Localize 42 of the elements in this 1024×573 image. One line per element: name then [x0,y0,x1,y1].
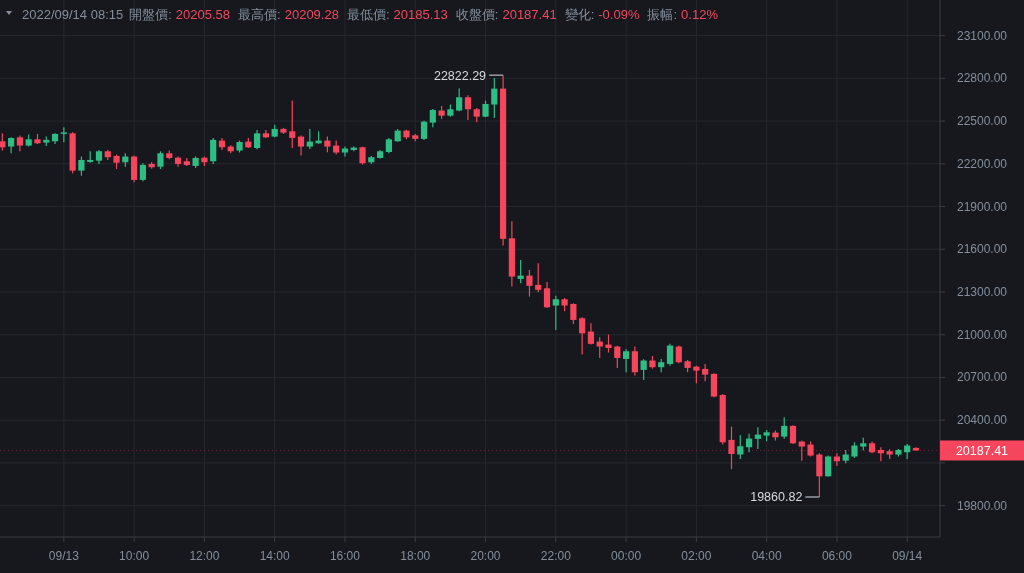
text: 2022/09/14 08:15 [22,7,124,22]
x-tick-label: 10:00 [119,549,150,563]
annotation: 0.12% [681,7,719,22]
x-tick-label: 00:00 [611,549,642,563]
x-tick-label: 09/14 [892,549,923,563]
y-tick-label: 21900.00 [956,199,1008,214]
annotation: 19860.82 [750,490,803,505]
x-tick-label: 04:00 [751,549,782,563]
x-tick-label: 12:00 [189,549,220,563]
y-tick-label: 20400.00 [956,413,1008,428]
x-tick-label: 22:00 [540,549,572,563]
annotation: 最高價: [238,7,281,22]
x-tick-label: 06:00 [821,549,853,563]
annotation: 振幅: [647,7,678,22]
annotation: 20187.41 [502,7,557,22]
y-tick-label: 23100.00 [956,28,1008,43]
annotation: 20205.58 [175,7,231,22]
y-tick-label: 21000.00 [956,327,1008,342]
x-tick-label: 09/13 [48,549,80,563]
y-tick-label: 20700.00 [956,370,1008,385]
annotation: 開盤價: [129,7,172,22]
annotation: 20185.13 [393,7,448,22]
y-tick-label: 22500.00 [956,114,1008,129]
annotation: 20209.28 [284,7,339,22]
x-tick-label: 16:00 [329,549,361,563]
x-tick-label: 14:00 [259,549,291,563]
annotation: -0.09% [598,7,640,22]
annotation: 最低價: [346,7,390,22]
y-tick-label: 19800.00 [956,498,1008,513]
y-tick-label: 22800.00 [956,71,1008,86]
annotation: 19860.82 [750,490,820,505]
x-tick-label: 18:00 [400,549,431,563]
y-tick-label: 21600.00 [956,242,1008,257]
annotation: 變化: [564,7,595,22]
x-tick-label: 20:00 [470,549,501,563]
y-tick-label: 22200.00 [956,156,1008,171]
annotation: 22822.29 [433,68,487,83]
y-tick-label: 21300.00 [956,285,1008,299]
x-tick-label: 02:00 [681,549,712,563]
annotation: 22822.29 [433,68,504,83]
ref-line-label: 20187.41 [955,443,1009,458]
annotation: 收盤價: [455,7,499,22]
